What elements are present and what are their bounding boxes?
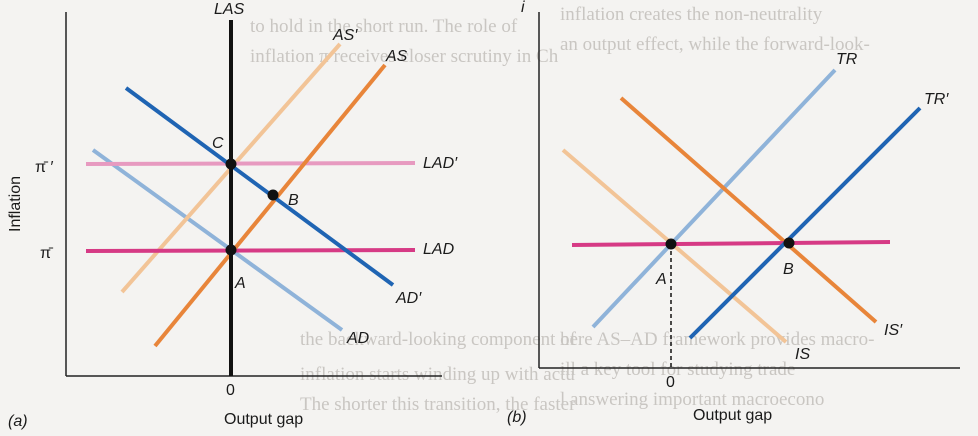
panel-b-tr-curve (591, 68, 837, 329)
svg-text:the backward-looking component: the backward-looking component of (300, 329, 577, 350)
panel-b-point-b-label: B (783, 261, 794, 278)
svg-text:inflation starts winding up wi: inflation starts winding up with actu (300, 364, 575, 385)
svg-text:l answering important macroeco: l answering important macroecono (560, 389, 824, 410)
panel-a: LAS AS′ AS LAD′ LAD AD′ AD C B A π̄ ′ π̄… (7, 1, 458, 430)
panel-a-as-prime-label: AS′ (332, 27, 358, 44)
panel-b-x-axis-label: Output gap (693, 407, 772, 424)
panel-b-point-a-label: A (655, 271, 667, 288)
svg-text:to hold in the short run. The: to hold in the short run. The role of (250, 16, 518, 37)
svg-text:here AS–AD framework provides: here AS–AD framework provides macro- (560, 329, 874, 350)
panel-a-point-c-label: C (212, 135, 224, 152)
svg-text:an output effect, while the fo: an output effect, while the forward-look… (560, 34, 870, 55)
panel-a-y-axis-label: Inflation (7, 176, 24, 232)
panel-b-caption: (b) (507, 409, 527, 426)
panel-b-lad-line (571, 240, 891, 247)
panel-a-las-label: LAS (214, 1, 245, 18)
panel-a-point-c (225, 158, 237, 170)
panel-b-tr-prime-label: TR′ (924, 91, 949, 108)
panel-a-x-tick-zero: 0 (226, 382, 235, 399)
panel-a-lad-curve (85, 248, 416, 253)
panel-a-ad-prime-curve (124, 86, 395, 287)
panel-b-is-label: IS (795, 346, 810, 363)
svg-text:ill a key tool for studying tr: ill a key tool for studying trade (560, 359, 795, 380)
svg-text:inflation creates the non-neut: inflation creates the non-neutrality (560, 4, 823, 25)
panel-b-y-axis-label: i (521, 0, 525, 16)
panel-a-caption: (a) (8, 413, 28, 430)
panel-b-point-a (665, 238, 677, 250)
panel-a-lad-prime-label: LAD′ (423, 155, 458, 172)
panel-a-ad-prime-label: AD′ (395, 290, 422, 307)
svg-text:The shorter this transition, t: The shorter this transition, the faster (300, 394, 576, 415)
panel-b: i TR TR′ IS′ IS A B 0 Output gap (b) (507, 0, 960, 426)
panel-a-ad-label: AD (346, 330, 370, 347)
panel-a-point-b-label: B (288, 192, 299, 209)
panel-b-is-prime-curve (619, 96, 878, 324)
background-show-through-text: to hold in the short run. The role of in… (250, 4, 874, 415)
panel-a-ad-curve (91, 148, 344, 332)
panel-a-point-a (225, 244, 237, 256)
panel-a-point-b (267, 189, 279, 201)
panel-b-tr-prime-curve (688, 106, 922, 340)
panel-b-x-tick-zero: 0 (666, 374, 675, 391)
panel-b-is-prime-label: IS′ (884, 322, 903, 339)
panel-a-lad-label: LAD (423, 241, 455, 258)
panel-a-y-tick-high: π̄ ′ (35, 159, 53, 176)
panel-b-point-b (783, 237, 795, 249)
panel-a-x-axis-label: Output gap (224, 411, 303, 428)
svg-text:inflation π receives closer sc: inflation π receives closer scrutiny in … (250, 46, 559, 67)
panel-b-tr-label: TR (836, 51, 858, 68)
panel-a-lad-prime-curve (85, 161, 416, 166)
panel-a-y-tick-low: π̄ (40, 245, 54, 262)
panel-a-point-a-label: A (234, 275, 246, 292)
panel-a-as-label: AS (385, 48, 408, 65)
panel-a-as-curve (153, 63, 387, 348)
